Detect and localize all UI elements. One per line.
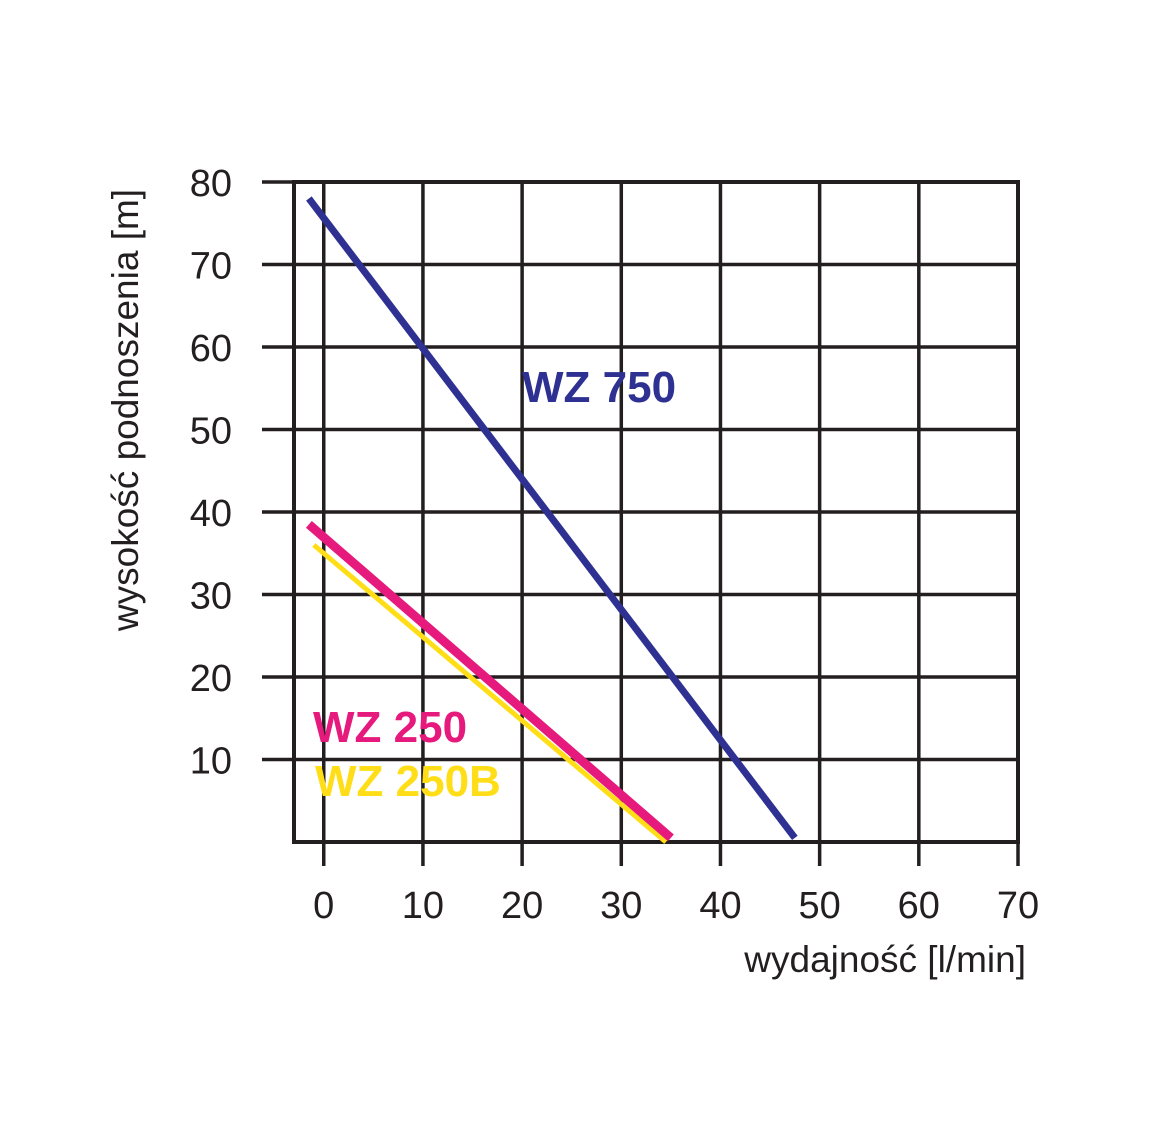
- x-tick-label: 70: [997, 885, 1039, 927]
- y-tick-label: 10: [190, 741, 232, 783]
- x-tick-label: 0: [313, 885, 334, 927]
- x-tick-label: 40: [699, 885, 741, 927]
- x-tick-label: 50: [799, 885, 841, 927]
- y-tick-label: 60: [190, 328, 232, 370]
- y-tick-label: 40: [190, 493, 232, 535]
- series-label-wz750: WZ 750: [522, 363, 676, 412]
- x-tick-label: 60: [898, 885, 940, 927]
- chart-grid: [262, 180, 1020, 866]
- series-line-wz750: [306, 196, 798, 840]
- series-line-wz250b: [312, 543, 668, 844]
- series-label-wz250: WZ 250: [313, 703, 467, 752]
- y-tick-label: 70: [190, 246, 232, 288]
- y-tick-label: 20: [190, 658, 232, 700]
- x-tick-label: 30: [600, 885, 642, 927]
- series-label-wz250b: WZ 250B: [315, 757, 501, 806]
- x-axis-title: wydajność [l/min]: [743, 939, 1026, 980]
- x-tick-label: 20: [501, 885, 543, 927]
- y-tick-label: 80: [190, 163, 232, 205]
- x-tick-label: 10: [402, 885, 444, 927]
- chart-series: [305, 196, 798, 844]
- chart-ticks: 0 10 20 30 40 50 60 70 10 20 30 40 50 60 70 80: [190, 163, 1039, 927]
- y-tick-label: 50: [190, 411, 232, 453]
- y-axis-title: wysokość podnoszenia [m]: [105, 189, 146, 632]
- series-line-wz250: [305, 520, 674, 842]
- y-tick-label: 30: [190, 576, 232, 618]
